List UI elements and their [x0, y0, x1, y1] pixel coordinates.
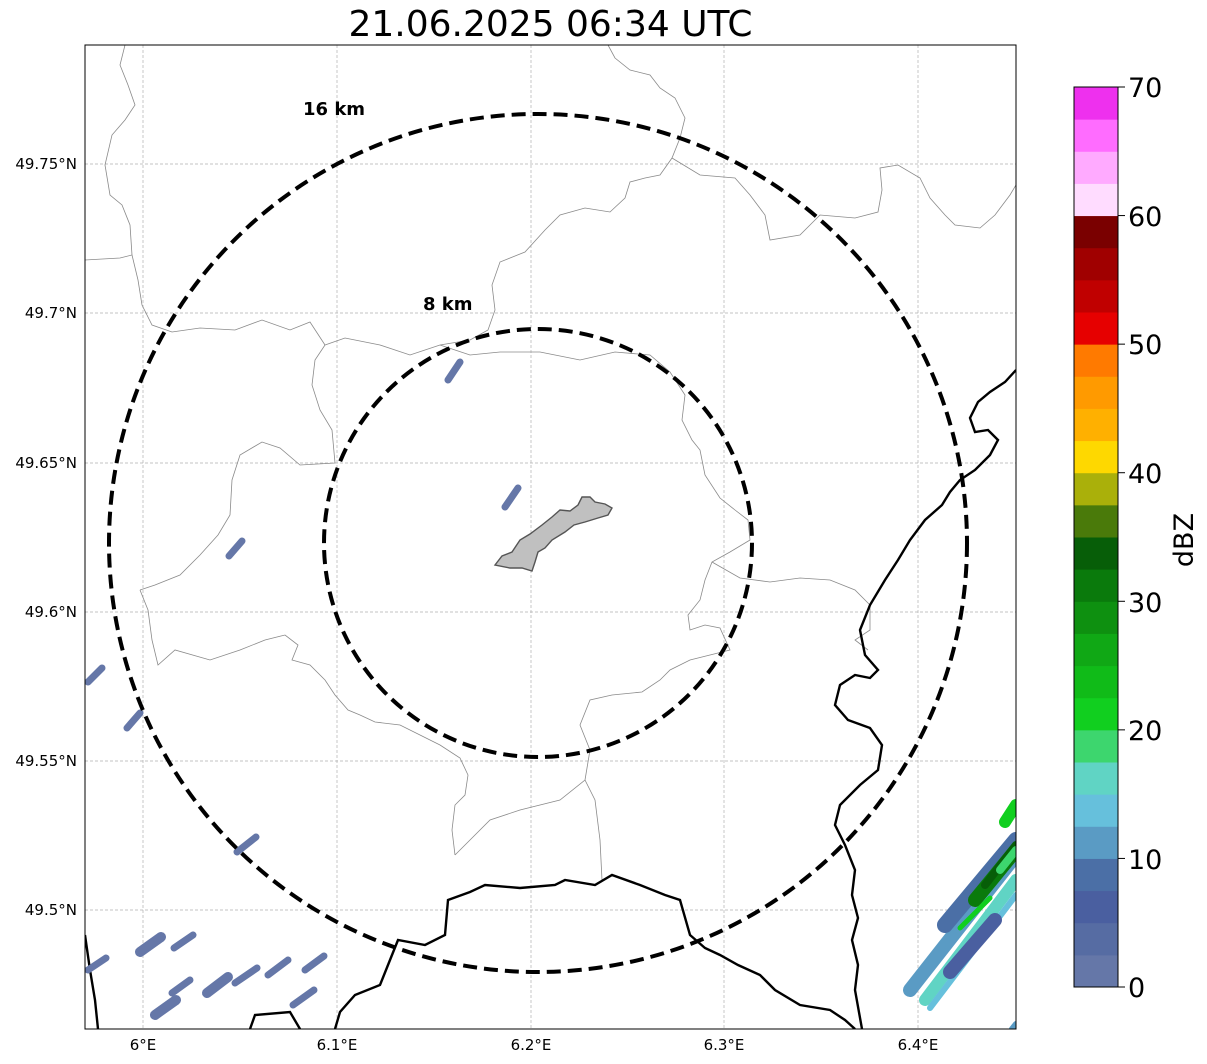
ring-16km: [107, 112, 969, 974]
ring-8km: [322, 327, 754, 759]
colorbar-segment: [1074, 440, 1118, 474]
colorbar-tick-label: 60: [1128, 202, 1162, 233]
lon-tick-label: 6.3°E: [704, 1036, 745, 1054]
echo: [85, 954, 110, 974]
city-area: [493, 496, 613, 572]
echo: [301, 952, 328, 974]
colorbar-segment: [1074, 183, 1118, 217]
echo: [957, 895, 993, 931]
lat-tick-labels: 49.75°N 49.7°N 49.65°N 49.6°N 49.55°N 49…: [15, 155, 77, 919]
colorbar-segment: [1074, 151, 1118, 184]
lat-tick-label: 49.65°N: [15, 454, 77, 472]
colorbar-segment: [1074, 826, 1118, 859]
colorbar-ticks: 70 60 50 40 30 20 10 0: [1128, 73, 1162, 1004]
lon-tick-label: 6.1°E: [317, 1036, 358, 1054]
radar-echoes: [85, 358, 1016, 1029]
colorbar-segment: [1074, 665, 1118, 699]
colorbar-segment: [1074, 215, 1118, 249]
echo: [231, 964, 261, 987]
colorbar-segment: [1074, 537, 1118, 570]
colorbar-tick-label: 70: [1128, 73, 1162, 104]
echo: [202, 972, 233, 998]
colorbar-segment: [1074, 504, 1118, 538]
echo: [1009, 1021, 1016, 1029]
lat-tick-label: 49.5°N: [25, 901, 77, 919]
colorbar-segment: [1074, 697, 1118, 731]
lon-tick-label: 6°E: [130, 1036, 157, 1054]
colorbar-segment: [1074, 633, 1118, 667]
colorbar-segment: [1074, 922, 1118, 956]
echo: [233, 833, 260, 856]
echo: [168, 976, 194, 997]
lon-tick-label: 6.2°E: [511, 1036, 552, 1054]
colorbar-frame: [1073, 86, 1119, 988]
colorbar-segment: [1074, 890, 1118, 924]
echo: [123, 709, 144, 732]
colorbar-segment: [1074, 954, 1118, 988]
colorbar-segment: [1074, 601, 1118, 634]
echo: [85, 664, 106, 686]
colorbar-tick-label: 40: [1128, 459, 1162, 490]
colorbar-segment: [1074, 87, 1118, 120]
colorbar-tick-label: 50: [1128, 330, 1162, 361]
echo: [501, 484, 522, 511]
colorbar-segment: [1074, 794, 1118, 827]
map-frame: [84, 44, 1017, 1030]
colorbar-segment: [1074, 247, 1118, 281]
lat-tick-label: 49.55°N: [15, 752, 77, 770]
map-title: 21.06.2025 06:34 UTC: [348, 4, 753, 45]
colorbar-segment: [1074, 279, 1118, 313]
colorbar-segment: [1074, 858, 1118, 892]
echo: [135, 932, 166, 957]
echo: [264, 956, 292, 979]
colorbar-label: dBZ: [1169, 513, 1200, 567]
colorbar-segment: [1074, 472, 1118, 506]
colorbar-tick-label: 30: [1128, 588, 1162, 619]
colorbar-segment: [1074, 408, 1118, 442]
colorbar-segment: [1074, 376, 1118, 409]
colorbar-segment: [1074, 119, 1118, 152]
lat-tick-label: 49.75°N: [15, 155, 77, 173]
echo: [289, 986, 318, 1009]
colorbar-segment: [1074, 312, 1118, 345]
colorbar-segment: [1074, 762, 1118, 795]
colorbar: [1073, 86, 1125, 988]
colorbar-tick-label: 20: [1128, 716, 1162, 747]
ring-label-16km: 16 km: [303, 99, 365, 120]
echo: [150, 995, 181, 1020]
lon-tick-label: 6.4°E: [898, 1036, 939, 1054]
echo: [996, 846, 1016, 874]
echo: [999, 799, 1016, 828]
colorbar-tick-label: 10: [1128, 845, 1162, 876]
municipal-boundaries: [85, 45, 1016, 881]
lat-tick-label: 49.7°N: [25, 304, 77, 322]
ring-label-8km: 8 km: [423, 294, 473, 315]
echo: [444, 358, 464, 384]
echo: [943, 913, 1002, 979]
colorbar-tick-label: 0: [1128, 973, 1145, 1004]
colorbar-segment: [1074, 344, 1118, 377]
national-border: [85, 369, 1016, 1029]
echo: [170, 931, 197, 952]
colorbar-segment: [1074, 729, 1118, 763]
lat-tick-label: 49.6°N: [25, 603, 77, 621]
lon-tick-labels: 6°E 6.1°E 6.2°E 6.3°E 6.4°E: [130, 1036, 939, 1054]
echo: [225, 537, 246, 560]
colorbar-segment: [1074, 569, 1118, 602]
